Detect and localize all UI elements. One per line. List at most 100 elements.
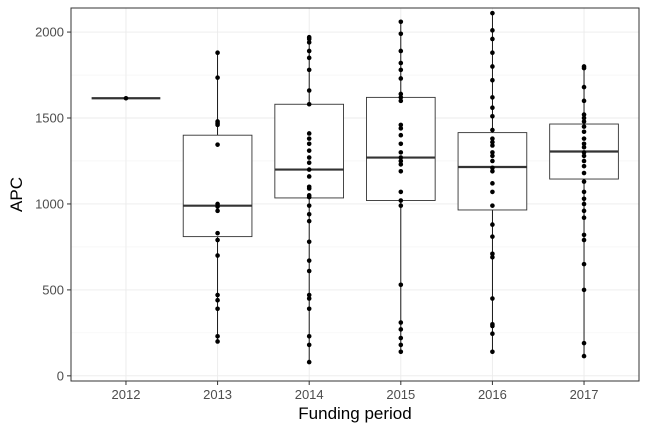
data-point	[215, 237, 220, 243]
data-point	[490, 323, 495, 329]
data-point	[306, 258, 312, 263]
data-point	[490, 331, 495, 337]
data-point	[306, 292, 312, 298]
data-point	[398, 31, 404, 37]
data-point	[581, 136, 587, 141]
data-point	[215, 204, 220, 209]
data-point	[398, 126, 404, 131]
data-point	[215, 297, 220, 303]
data-point	[490, 150, 495, 155]
data-point	[215, 253, 220, 258]
data-point	[398, 67, 404, 73]
data-point	[306, 268, 312, 274]
data-point	[581, 124, 587, 129]
data-point	[215, 306, 220, 312]
data-point	[398, 98, 404, 104]
data-point	[398, 349, 404, 355]
data-point	[581, 119, 587, 124]
data-point	[306, 160, 312, 166]
x-tick-label: 2013	[203, 387, 232, 402]
data-point	[306, 194, 312, 200]
plot-panel-border	[70, 7, 640, 382]
data-point	[581, 84, 587, 90]
data-point	[306, 186, 312, 191]
data-point	[398, 335, 404, 341]
data-point	[306, 136, 312, 141]
data-point	[581, 153, 587, 159]
data-point	[581, 261, 587, 267]
data-point	[398, 198, 404, 203]
data-point	[581, 340, 587, 346]
data-point	[581, 189, 587, 195]
data-point	[490, 28, 495, 33]
data-point	[306, 141, 312, 147]
data-point	[398, 19, 404, 25]
data-point	[490, 168, 495, 174]
data-point	[215, 75, 220, 80]
data-point	[398, 60, 404, 66]
data-point	[490, 234, 495, 239]
data-point	[581, 170, 587, 176]
data-point	[398, 342, 404, 348]
data-point	[581, 353, 587, 359]
data-point	[490, 10, 495, 16]
data-point	[581, 201, 587, 207]
data-point	[398, 132, 404, 138]
data-point	[581, 179, 587, 184]
x-tick-label: 2012	[112, 387, 141, 402]
data-point	[306, 88, 312, 93]
data-point	[581, 144, 587, 150]
data-point	[306, 155, 312, 160]
axes: 0 500 1000 1500 2000 2012 2013 2014 2015 2016 2017	[35, 25, 598, 402]
data-point	[215, 334, 220, 339]
data-point	[581, 287, 587, 293]
data-point	[398, 158, 404, 164]
data-point	[581, 163, 587, 169]
data-point	[490, 143, 495, 148]
data-point	[581, 158, 587, 164]
data-point	[306, 48, 312, 54]
data-point	[490, 251, 495, 257]
data-point	[306, 306, 312, 312]
y-tick-label: 500	[42, 282, 64, 297]
data-point	[306, 174, 312, 179]
data-point	[398, 162, 404, 167]
x-tick-label: 2017	[570, 387, 599, 402]
data-point	[306, 167, 312, 172]
data-point	[215, 208, 220, 214]
data-point	[398, 122, 404, 128]
data-point	[306, 40, 312, 45]
boxes	[91, 96, 619, 238]
data-point	[581, 215, 587, 221]
data-point	[490, 203, 495, 208]
data-point	[581, 65, 587, 71]
data-point	[398, 189, 404, 195]
y-tick-label: 0	[57, 368, 64, 383]
data-point	[306, 67, 312, 73]
data-point	[306, 334, 312, 339]
data-point	[215, 230, 220, 236]
data-point	[215, 292, 220, 298]
data-point	[581, 208, 587, 214]
data-point	[306, 148, 312, 153]
x-tick-label: 2014	[295, 387, 324, 402]
data-point	[490, 189, 495, 195]
data-point	[306, 101, 312, 107]
data-point	[581, 232, 587, 238]
data-point	[490, 153, 495, 159]
data-point	[581, 141, 587, 147]
data-point	[490, 95, 495, 100]
data-point	[306, 131, 312, 136]
data-point	[490, 77, 495, 83]
y-tick-label: 1500	[35, 111, 64, 126]
y-axis-title: APC	[7, 177, 26, 212]
data-point	[123, 95, 129, 101]
data-point	[581, 129, 587, 135]
data-point	[215, 339, 220, 344]
data-point	[581, 98, 587, 104]
data-point	[490, 139, 495, 145]
x-tick-label: 2015	[386, 387, 415, 402]
data-point	[398, 168, 404, 174]
data-point	[398, 95, 404, 100]
